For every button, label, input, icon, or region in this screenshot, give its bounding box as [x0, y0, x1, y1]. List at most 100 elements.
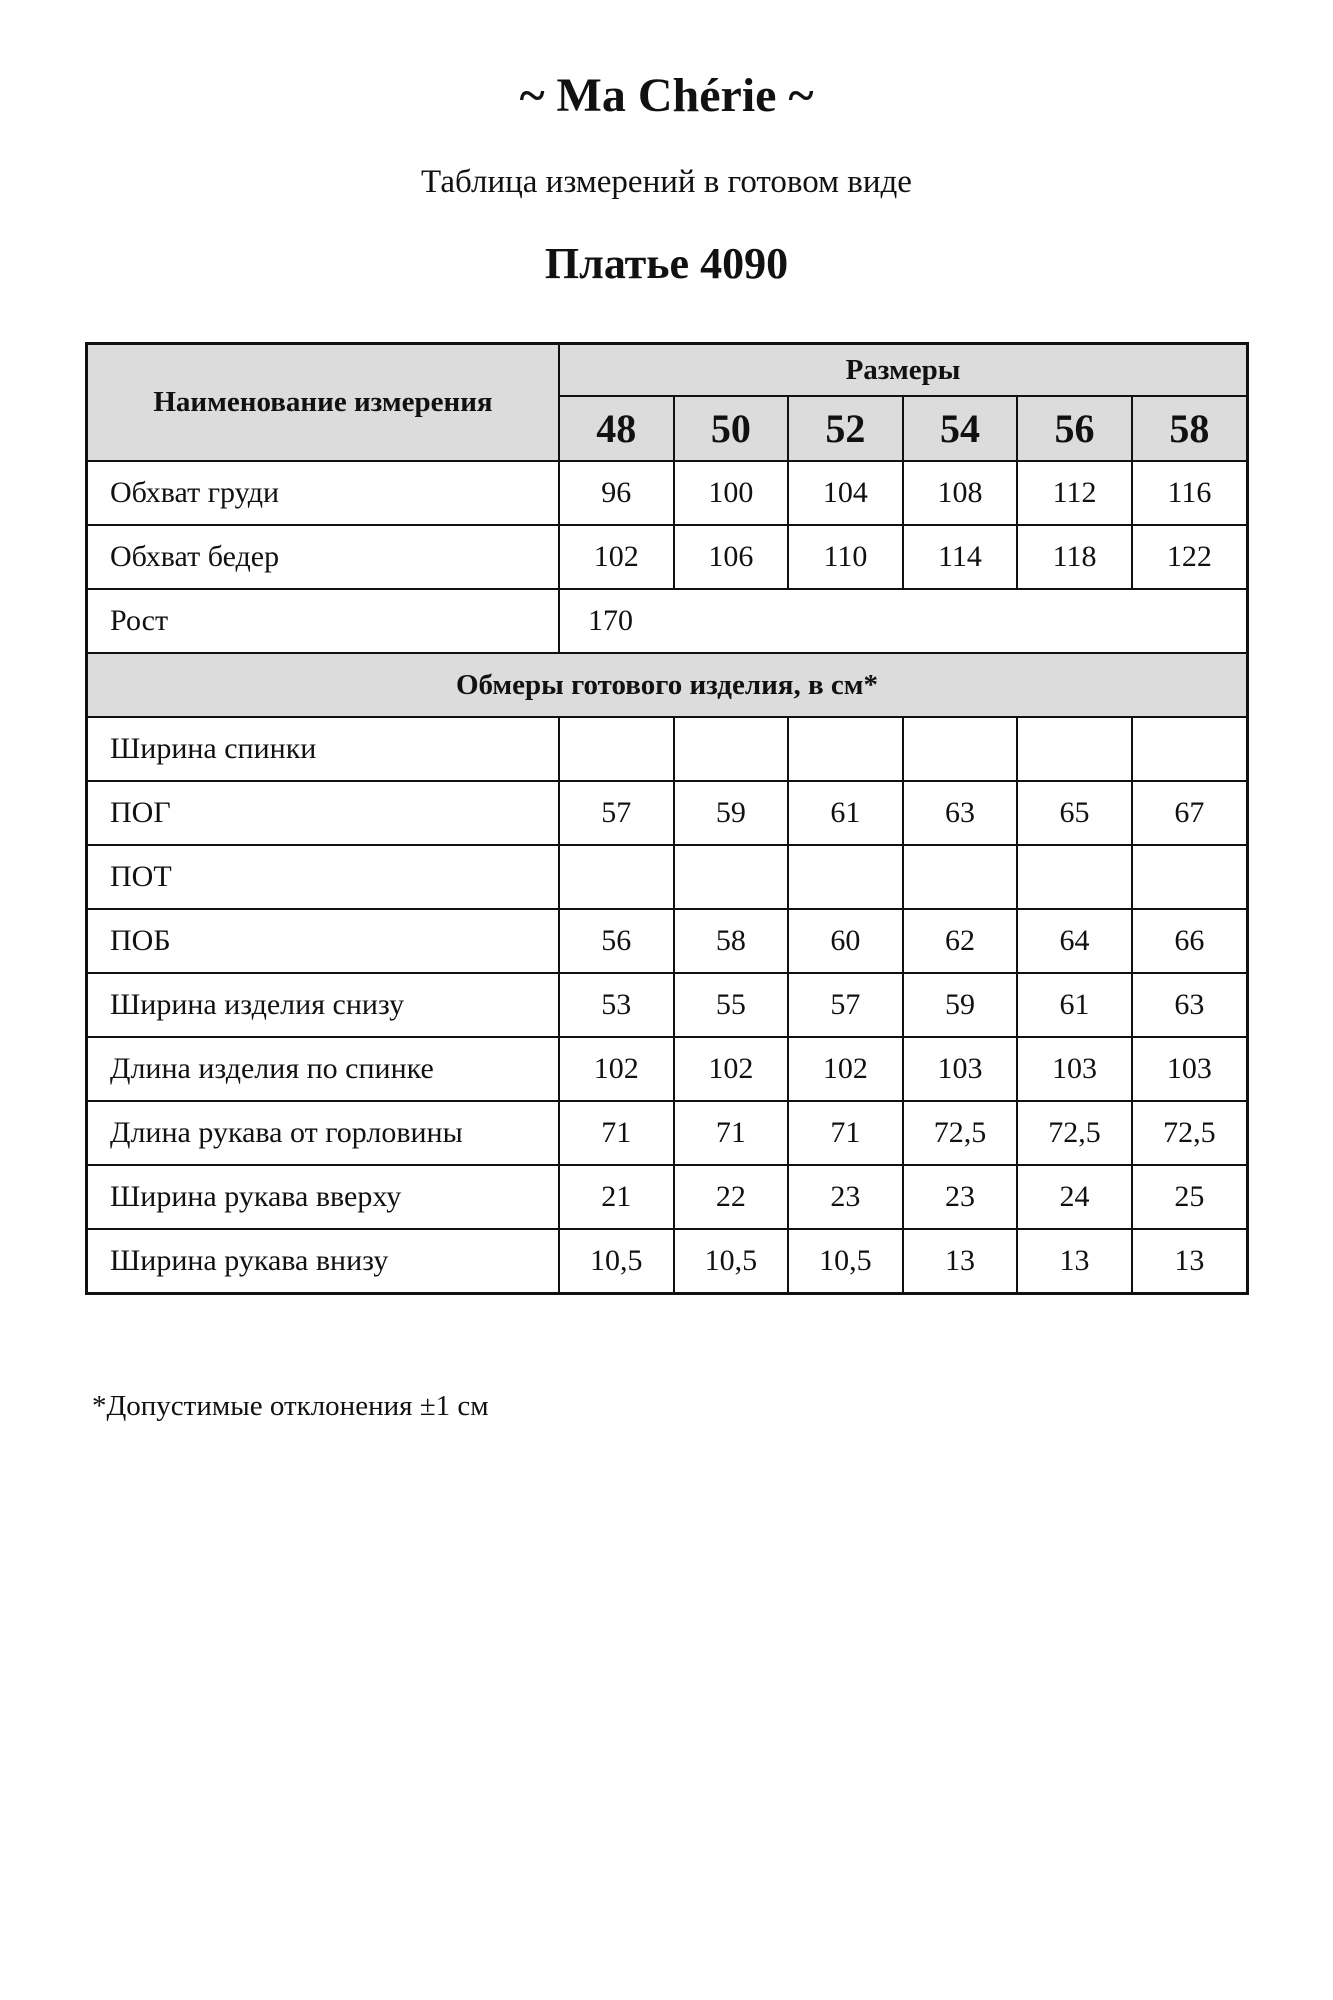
measurement-label: Обхват груди [85, 460, 560, 526]
measurement-value: 106 [672, 524, 790, 590]
table-row: Длина рукава от горловины 71 71 71 72,5 72,5 7… [85, 1100, 1249, 1166]
measurement-label: Ширина спинки [85, 716, 560, 782]
measurement-value: 108 [901, 460, 1019, 526]
measurement-value [901, 844, 1019, 910]
measurement-value [1016, 844, 1133, 910]
measurement-label: Длина изделия по спинке [85, 1036, 560, 1102]
measurement-value [787, 716, 904, 782]
table-row: Ширина изделия снизу 53 55 57 59 61 63 [85, 972, 1249, 1038]
measurement-value: 61 [1016, 972, 1133, 1038]
table-row: Длина изделия по спинке 102 102 102 103 103 10… [85, 1036, 1249, 1102]
measurement-value: 55 [672, 972, 790, 1038]
measurement-value: 59 [672, 780, 790, 846]
measurement-value: 72,5 [901, 1100, 1019, 1166]
measurement-value: 22 [672, 1164, 790, 1230]
measurement-value: 57 [787, 972, 904, 1038]
measurement-value: 66 [1130, 908, 1249, 974]
header-row: Наименование измерения Размеры [85, 342, 1249, 462]
measurement-value: 110 [787, 524, 904, 590]
page-title: Платье 4090 [544, 239, 789, 288]
measurement-value: 21 [558, 1164, 675, 1230]
measurement-value: 62 [901, 908, 1019, 974]
measurement-value: 23 [787, 1164, 904, 1230]
measurement-value: 122 [1130, 524, 1249, 590]
measurement-value [672, 844, 790, 910]
measurement-value: 72,5 [1016, 1100, 1133, 1166]
measurement-value: 103 [1016, 1036, 1133, 1102]
measurement-value: 96 [558, 460, 675, 526]
measurement-value: 103 [1130, 1036, 1249, 1102]
height-value: 170 [558, 588, 1249, 654]
measurement-value [1130, 844, 1249, 910]
measurement-label: Ширина рукава вверху [85, 1164, 560, 1230]
table-row: Ширина спинки [85, 716, 1249, 782]
measurement-value: 13 [1130, 1228, 1249, 1295]
measurement-value: 102 [558, 1036, 675, 1102]
measurement-label: Ширина рукава внизу [85, 1228, 560, 1295]
measurement-value [1130, 716, 1249, 782]
size-header-cell: 50 [672, 395, 790, 462]
measurement-value: 25 [1130, 1164, 1249, 1230]
subtitle: Таблица измерений в готовом виде [421, 164, 912, 200]
measurement-value: 102 [558, 524, 675, 590]
table-row: Обхват бедер 102 106 110 114 118 122 [85, 524, 1249, 590]
measurement-value: 56 [558, 908, 675, 974]
measurement-value: 100 [672, 460, 790, 526]
measurement-value: 102 [787, 1036, 904, 1102]
measurement-value [1016, 716, 1133, 782]
measurement-value: 13 [1016, 1228, 1133, 1295]
measurement-value: 23 [901, 1164, 1019, 1230]
measurement-value: 10,5 [672, 1228, 790, 1295]
measurement-value: 103 [901, 1036, 1019, 1102]
measurement-value: 102 [672, 1036, 790, 1102]
measurement-value: 114 [901, 524, 1019, 590]
measurement-value: 72,5 [1130, 1100, 1249, 1166]
table-row: ПОТ [85, 844, 1249, 910]
measurement-value: 112 [1016, 460, 1133, 526]
sizes-header: Размеры [558, 342, 1249, 398]
table-row: Ширина рукава внизу 10,5 10,5 10,5 13 13 13 [85, 1228, 1249, 1295]
measurement-label: ПОТ [85, 844, 560, 910]
brand-title: ~ Ma Chérie ~ [519, 69, 814, 122]
measurement-value: 116 [1130, 460, 1249, 526]
measurement-label: Длина рукава от горловины [85, 1100, 560, 1166]
measurement-value: 60 [787, 908, 904, 974]
measurements-table: Наименование измерения Размеры 48 50 52 54 5… [85, 342, 1249, 1295]
measurement-value: 53 [558, 972, 675, 1038]
measurement-value: 10,5 [558, 1228, 675, 1295]
table-row: ПОБ 56 58 60 62 64 66 [85, 908, 1249, 974]
measurement-label: ПОГ [85, 780, 560, 846]
measurement-value [558, 844, 675, 910]
measurement-value: 61 [787, 780, 904, 846]
measurement-value: 13 [901, 1228, 1019, 1295]
section-header-row: Обмеры готового изделия, в см* [85, 652, 1249, 718]
section-header: Обмеры готового изделия, в см* [85, 652, 1249, 718]
measurement-value: 104 [787, 460, 904, 526]
table-row: Рост 170 [85, 588, 1249, 654]
measurement-value: 58 [672, 908, 790, 974]
measurement-value: 71 [672, 1100, 790, 1166]
measurement-value: 63 [1130, 972, 1249, 1038]
sizes-row: 48 50 52 54 56 58 [87, 395, 1249, 462]
table-row: ПОГ 57 59 61 63 65 67 [85, 780, 1249, 846]
name-header: Наименование измерения [85, 342, 560, 462]
measurement-value: 57 [558, 780, 675, 846]
table-row: Ширина рукава вверху 21 22 23 23 24 25 [85, 1164, 1249, 1230]
measurement-value [672, 716, 790, 782]
size-header-cell: 52 [787, 395, 904, 462]
measurement-value: 64 [1016, 908, 1133, 974]
measurement-label: ПОБ [85, 908, 560, 974]
size-header-cell: 48 [558, 395, 675, 462]
measurement-label: Рост [85, 588, 560, 654]
measurement-value: 63 [901, 780, 1019, 846]
measurement-value [901, 716, 1019, 782]
measurement-value: 65 [1016, 780, 1133, 846]
measurement-value: 59 [901, 972, 1019, 1038]
measurement-value: 118 [1016, 524, 1133, 590]
measurement-value [787, 844, 904, 910]
measurement-value [558, 716, 675, 782]
measurement-value: 10,5 [787, 1228, 904, 1295]
measurement-value: 67 [1130, 780, 1249, 846]
measurement-value: 71 [558, 1100, 675, 1166]
